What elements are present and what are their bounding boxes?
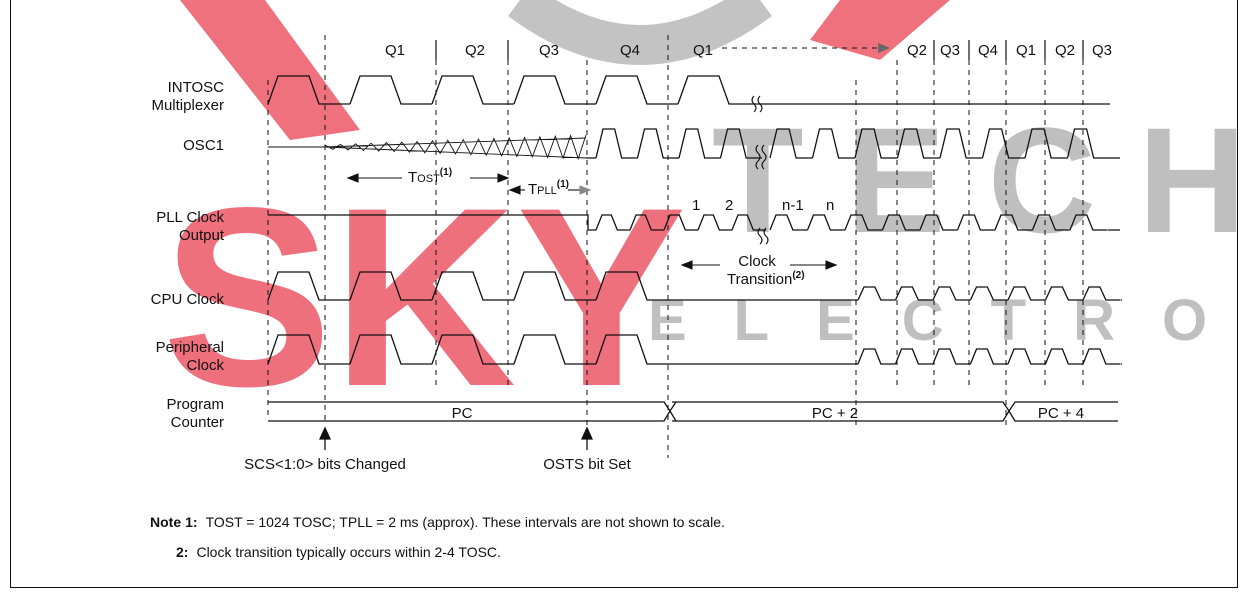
cycle-separators	[435, 40, 1084, 60]
signal-labels: INTOSC Multiplexer OSC1 PLL Clock Output…	[151, 79, 225, 431]
figure-frame	[10, 0, 1238, 588]
watermark-arc	[508, 0, 772, 65]
cycle-q1-second: Q1	[693, 42, 713, 59]
tpll-label: TPLL(1)	[528, 179, 569, 198]
pll-count-n-1: n-1	[782, 197, 804, 214]
label-periph-2: Clock	[186, 357, 224, 374]
watermark-brand: SKY	[162, 155, 686, 440]
event-osts-set: OSTS bit Set	[543, 456, 631, 473]
clock-transition-line2: Transition(2)	[727, 270, 805, 288]
pc-value-pc2: PC + 2	[812, 405, 858, 422]
pc-value-pc: PC	[452, 405, 473, 422]
pc-value-pc4: PC + 4	[1038, 405, 1084, 422]
label-cpu: CPU Clock	[151, 291, 225, 308]
waveform-program-counter	[268, 401, 1118, 422]
q1-continuation-arrow	[722, 43, 890, 53]
label-periph-1: Peripheral	[156, 339, 224, 356]
watermark-sub: ELECTRONIC	[648, 288, 1246, 353]
label-pll-1: PLL Clock	[156, 209, 224, 226]
waveform-osc1	[586, 128, 1120, 159]
timing-arrows	[346, 173, 838, 270]
label-intosc-2: Multiplexer	[151, 97, 224, 114]
waveform-peripheral	[267, 334, 1122, 365]
label-pll-2: Output	[179, 227, 225, 244]
cycle-tail-q3: Q3	[940, 42, 960, 59]
vertical-guides	[267, 35, 1084, 458]
watermark: SKY TECH ELECTRONIC	[162, 0, 1246, 440]
pll-count-2: 2	[725, 197, 733, 214]
pll-count-1: 1	[692, 197, 700, 214]
cycle-labels: Q1 Q2 Q3 Q4 Q1 Q2 Q3 Q4 Q1 Q2 Q3	[385, 42, 1112, 59]
tost-label: TOST(1)	[408, 167, 452, 186]
cycle-tail-q2b: Q2	[1055, 42, 1075, 59]
waveform-intosc	[267, 75, 1110, 105]
label-osc1: OSC1	[183, 137, 224, 154]
event-arrows	[318, 426, 594, 450]
cycle-q1: Q1	[385, 42, 405, 59]
cycle-tail-q3b: Q3	[1092, 42, 1112, 59]
label-pc-2: Counter	[171, 414, 224, 431]
note-1: Note 1: TOST = 1024 TOSC; TPLL = 2 ms (app…	[150, 514, 725, 530]
pll-count-n: n	[826, 197, 834, 214]
cycle-q4: Q4	[620, 42, 640, 59]
waveform-pll	[268, 214, 1120, 231]
event-scs-changed: SCS<1:0> bits Changed	[244, 456, 406, 473]
watermark-swoosh-left	[180, 0, 360, 140]
waveforms	[267, 75, 1122, 422]
cycle-q3: Q3	[539, 42, 559, 59]
watermark-tech: TECH	[712, 96, 1246, 264]
break-symbols	[751, 95, 769, 245]
note-2: 2: Clock transition typically occurs with…	[176, 544, 501, 560]
label-pc-1: Program	[166, 396, 224, 413]
watermark-swoosh-right	[810, 0, 950, 60]
label-intosc-1: INTOSC	[168, 79, 225, 96]
cycle-tail-q2: Q2	[907, 42, 927, 59]
waveform-osc1-startup	[268, 134, 587, 161]
cycle-tail-q4: Q4	[978, 42, 998, 59]
cycle-q2: Q2	[465, 42, 485, 59]
waveform-cpu	[267, 271, 1122, 301]
clock-transition-line1: Clock	[738, 253, 776, 270]
cycle-tail-q1: Q1	[1016, 42, 1036, 59]
